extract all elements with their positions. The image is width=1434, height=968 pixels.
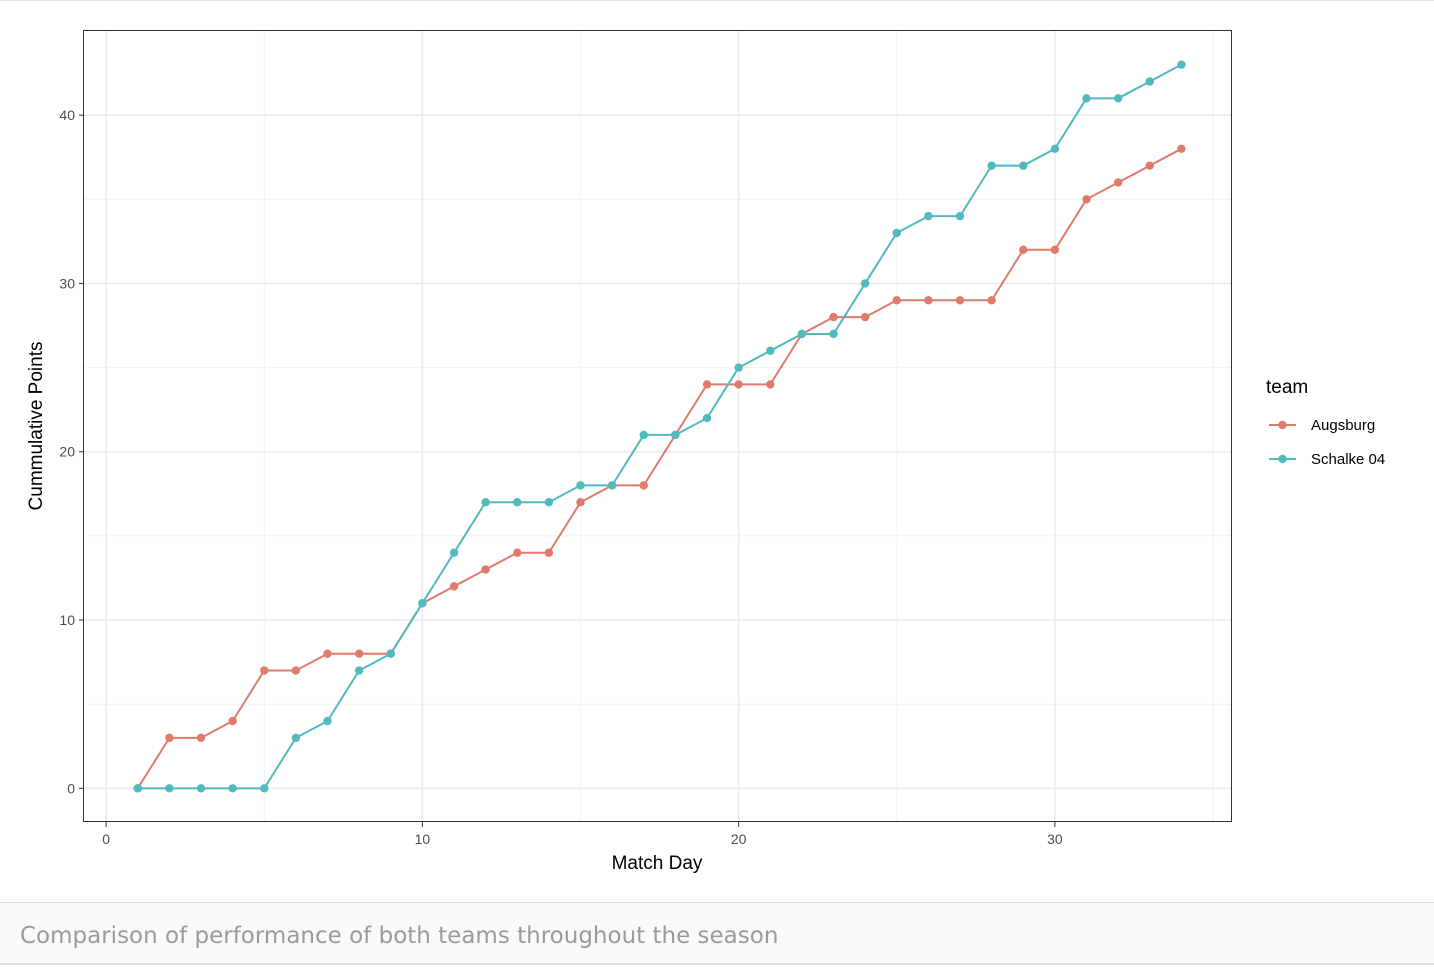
y-tick-label: 40 xyxy=(59,107,75,123)
y-tick-label: 0 xyxy=(67,780,75,796)
legend-title: team xyxy=(1266,377,1308,398)
legend-key-point-augsburg xyxy=(1278,420,1287,430)
data-point-augsburg xyxy=(766,380,775,389)
data-point-augsburg xyxy=(323,649,332,658)
grid-layer xyxy=(84,31,1232,822)
data-point-augsburg xyxy=(449,582,459,591)
legend-key-point-schalke-04 xyxy=(1278,454,1287,464)
data-point-schalke-04 xyxy=(386,649,395,658)
data-point-schalke-04 xyxy=(418,599,427,608)
data-point-schalke-04 xyxy=(892,228,901,238)
legend-items: Augsburg Schalke 04 xyxy=(1269,417,1385,468)
data-point-schalke-04 xyxy=(766,346,775,355)
legend-label-schalke-04: Schalke 04 xyxy=(1311,451,1385,468)
data-point-schalke-04 xyxy=(1050,144,1060,154)
data-point-schalke-04 xyxy=(323,716,332,726)
data-point-augsburg xyxy=(702,380,712,389)
data-point-augsburg xyxy=(1113,178,1123,187)
legend: team Augsburg Schalke 04 xyxy=(1266,377,1385,468)
chart-svg: 0 10 20 30 0 10 20 30 40 Match Day Cummulative P… xyxy=(26,30,1385,874)
data-point-schalke-04 xyxy=(1113,94,1123,103)
data-point-schalke-04 xyxy=(797,329,807,339)
data-point-augsburg xyxy=(228,716,237,726)
data-point-augsburg xyxy=(892,296,901,305)
data-point-augsburg xyxy=(639,481,648,490)
data-point-augsburg xyxy=(1019,245,1028,254)
data-point-schalke-04 xyxy=(1145,77,1154,86)
x-tick-label: 30 xyxy=(1047,831,1063,847)
data-point-schalke-04 xyxy=(165,784,174,793)
data-point-schalke-04 xyxy=(228,784,237,793)
data-point-schalke-04 xyxy=(671,430,680,440)
data-point-augsburg xyxy=(1177,144,1186,154)
y-tick-label: 30 xyxy=(59,275,75,291)
data-point-schalke-04 xyxy=(829,329,838,339)
data-point-schalke-04 xyxy=(607,481,617,490)
chart-figure: 0 10 20 30 0 10 20 30 40 Match Day Cummulative P… xyxy=(0,0,1434,874)
figure-caption: Comparison of performance of both teams … xyxy=(20,923,779,949)
data-point-schalke-04 xyxy=(291,733,301,743)
data-point-augsburg xyxy=(1082,195,1091,204)
data-point-augsburg xyxy=(860,312,870,322)
data-point-augsburg xyxy=(955,296,965,305)
data-point-schalke-04 xyxy=(481,498,490,507)
data-point-augsburg xyxy=(260,666,269,675)
data-point-augsburg xyxy=(1050,245,1060,254)
y-tick-label: 10 xyxy=(59,612,75,628)
x-tick-label: 10 xyxy=(415,831,431,847)
data-point-schalke-04 xyxy=(987,161,996,170)
data-point-schalke-04 xyxy=(544,498,554,507)
x-tick-label: 0 xyxy=(102,831,110,847)
data-point-schalke-04 xyxy=(955,211,965,221)
data-point-augsburg xyxy=(544,548,554,557)
data-point-augsburg xyxy=(196,733,206,743)
data-point-schalke-04 xyxy=(1019,161,1028,170)
data-point-schalke-04 xyxy=(1177,60,1186,69)
series-line-schalke-04 xyxy=(137,63,1182,790)
data-point-augsburg xyxy=(829,312,838,322)
data-point-augsburg xyxy=(354,649,364,658)
x-axis-title: Match Day xyxy=(612,853,703,874)
data-point-schalke-04 xyxy=(449,548,459,557)
data-point-schalke-04 xyxy=(734,363,743,372)
y-tick-label: 20 xyxy=(59,444,75,460)
data-point-augsburg xyxy=(734,380,743,389)
data-point-schalke-04 xyxy=(513,498,522,507)
plot-panel-border xyxy=(83,30,1232,822)
data-point-schalke-04 xyxy=(702,413,712,423)
caption-bar: Comparison of performance of both teams … xyxy=(0,902,1434,965)
data-point-augsburg xyxy=(165,733,174,743)
data-point-augsburg xyxy=(513,548,522,557)
data-point-schalke-04 xyxy=(1082,94,1091,103)
series-layer xyxy=(133,60,1186,793)
data-point-schalke-04 xyxy=(576,481,585,490)
data-point-augsburg xyxy=(924,296,933,305)
data-point-schalke-04 xyxy=(196,784,206,793)
series-line-augsburg xyxy=(136,147,1182,789)
data-point-augsburg xyxy=(1145,161,1154,170)
data-point-schalke-04 xyxy=(354,666,364,675)
axis-layer: 0 10 20 30 0 10 20 30 40 xyxy=(59,107,1062,847)
data-point-schalke-04 xyxy=(860,279,870,288)
legend-label-augsburg: Augsburg xyxy=(1311,417,1375,434)
y-axis-title: Cummulative Points xyxy=(26,342,47,511)
data-point-schalke-04 xyxy=(639,430,648,440)
data-point-schalke-04 xyxy=(260,784,269,793)
x-tick-label: 20 xyxy=(731,831,747,847)
data-point-schalke-04 xyxy=(133,784,142,793)
data-point-schalke-04 xyxy=(924,211,933,221)
data-point-augsburg xyxy=(481,565,490,574)
data-point-augsburg xyxy=(987,296,996,305)
data-point-augsburg xyxy=(576,498,585,507)
data-point-augsburg xyxy=(291,666,301,675)
